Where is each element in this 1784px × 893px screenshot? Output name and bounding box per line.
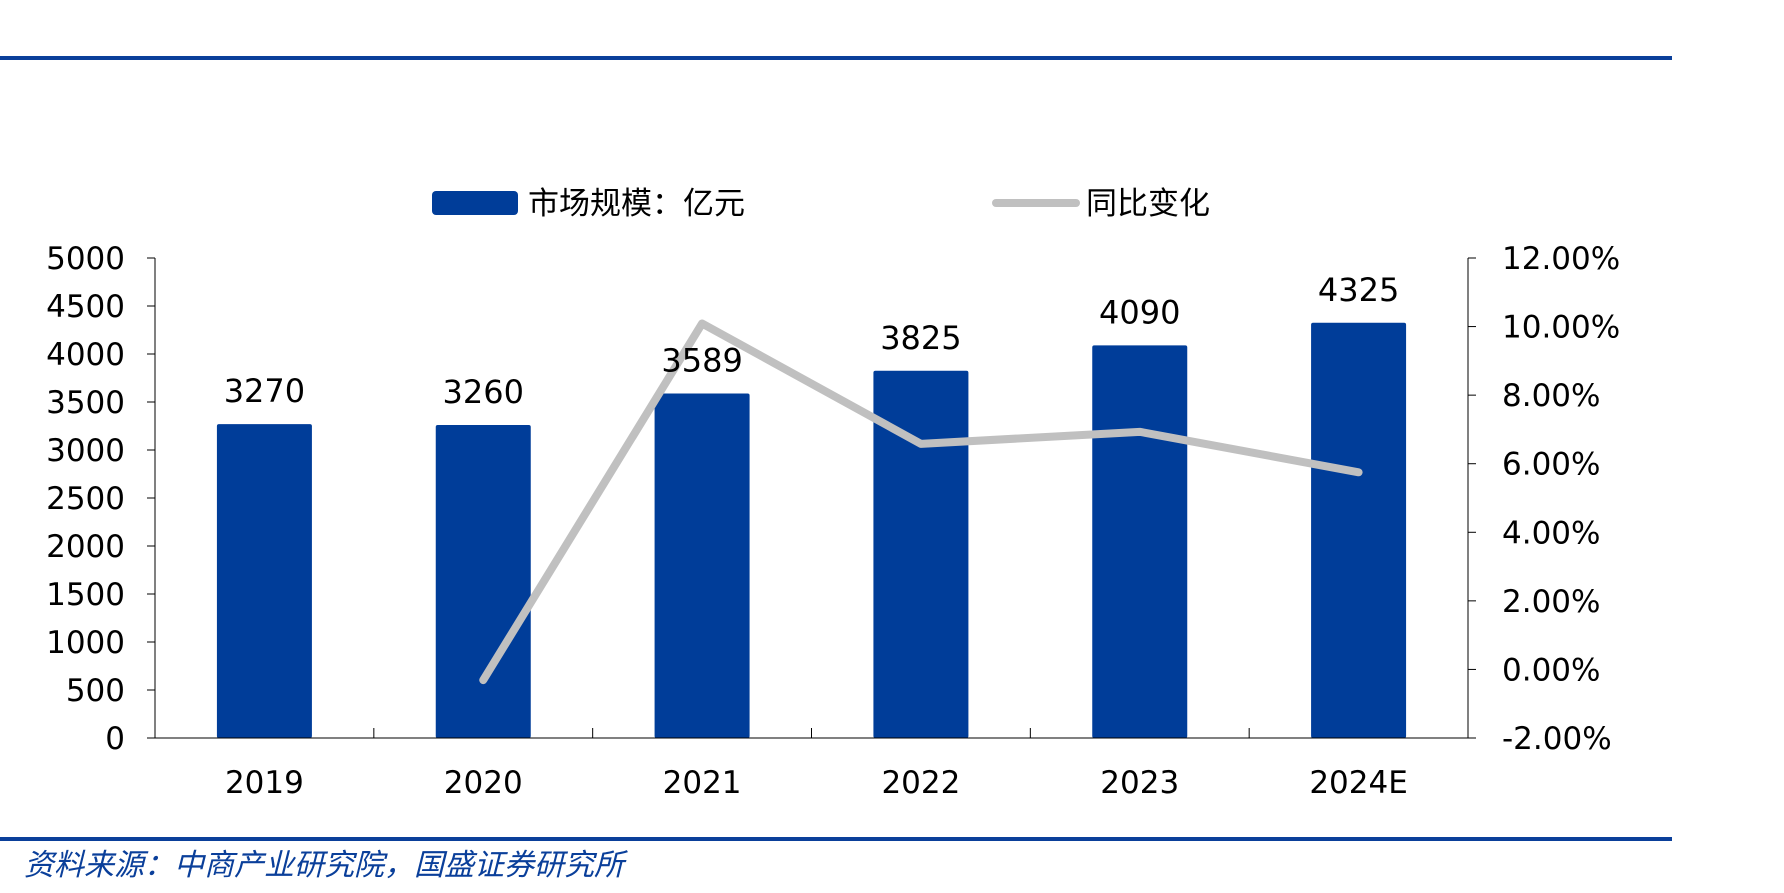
y-right-tick-label: 4.00% — [1502, 515, 1600, 551]
y-left-tick-label: 4500 — [46, 289, 125, 325]
bar-data-label: 3260 — [443, 373, 524, 411]
bar-data-label: 3270 — [224, 372, 305, 410]
y-left-tick-label: 3500 — [46, 385, 125, 421]
x-tick-label: 2021 — [663, 765, 742, 801]
y-left-tick-label: 1000 — [46, 625, 125, 661]
y-left-tick-label: 5000 — [46, 241, 125, 277]
y-right-tick-label: -2.00% — [1502, 721, 1612, 757]
line-point-2022 — [920, 443, 922, 445]
y-left-tick-label: 2000 — [46, 529, 125, 565]
x-tick-label: 2023 — [1100, 765, 1179, 801]
bottom-rule — [0, 837, 1672, 841]
bar-2022 — [873, 370, 969, 738]
line-point-2024E — [1358, 471, 1360, 473]
top-rule — [0, 56, 1672, 60]
bar-data-label: 4090 — [1099, 293, 1180, 331]
source-note: 资料来源：中商产业研究院，国盛证券研究所 — [24, 848, 624, 883]
y-right-tick-label: 0.00% — [1502, 652, 1600, 688]
x-tick-label: 2019 — [225, 765, 304, 801]
y-right-tick-label: 10.00% — [1502, 310, 1620, 346]
legend-bar-label: 市场规模：亿元 — [528, 186, 745, 222]
line-point-2023 — [1139, 431, 1141, 433]
bar-2019 — [216, 424, 312, 738]
legend-line-label: 同比变化 — [1086, 186, 1210, 222]
y-left-tick-label: 500 — [66, 673, 125, 709]
line-point-2020 — [482, 679, 484, 681]
legend-bar-swatch — [432, 191, 518, 215]
x-tick-label: 2022 — [881, 765, 960, 801]
bar-data-label: 3589 — [661, 341, 742, 379]
bar-2023 — [1092, 345, 1188, 738]
y-right-tick-label: 12.00% — [1502, 241, 1620, 277]
y-left-tick-label: 3000 — [46, 433, 125, 469]
bar-2020 — [435, 425, 531, 738]
y-right-tick-label: 8.00% — [1502, 378, 1600, 414]
y-left-tick-label: 4000 — [46, 337, 125, 373]
y-left-tick-label: 2500 — [46, 481, 125, 517]
bar-data-label: 3825 — [880, 319, 961, 357]
y-left-tick-label: 0 — [105, 721, 125, 757]
bar-2024E — [1311, 322, 1407, 738]
bar-2021 — [654, 393, 750, 738]
x-tick-label: 2024E — [1309, 765, 1407, 801]
bar-data-label: 4325 — [1318, 271, 1399, 309]
x-tick-label: 2020 — [444, 765, 523, 801]
y-right-tick-label: 2.00% — [1502, 584, 1600, 620]
y-left-tick-label: 1500 — [46, 577, 125, 613]
y-right-tick-label: 6.00% — [1502, 447, 1600, 483]
line-point-2021 — [701, 322, 703, 324]
